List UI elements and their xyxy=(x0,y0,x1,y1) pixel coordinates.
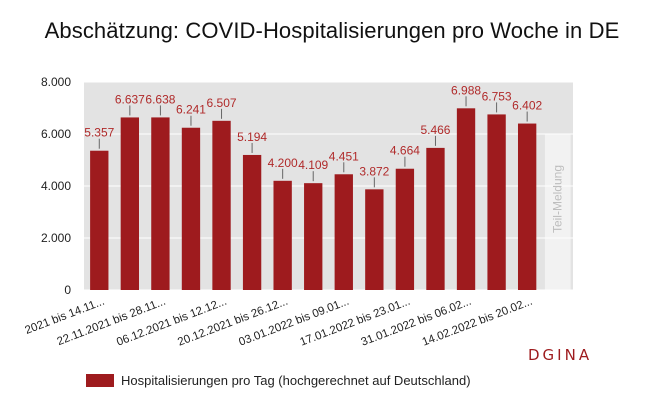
y-tick-label: 0 xyxy=(64,283,71,297)
data-label: 5.194 xyxy=(237,130,267,144)
legend-swatch xyxy=(86,374,114,387)
bar xyxy=(426,147,445,290)
bar xyxy=(120,117,140,290)
chart-title: Abschätzung: COVID-Hospitalisierungen pr… xyxy=(44,18,620,43)
y-tick-label: 2.000 xyxy=(41,231,71,245)
data-label: 6.753 xyxy=(482,89,512,103)
bar xyxy=(181,127,201,290)
data-label: 6.637 xyxy=(115,92,145,106)
bar xyxy=(365,189,384,290)
dgina-logo: DGINA xyxy=(528,346,593,364)
data-label: 4.200 xyxy=(268,156,298,170)
data-label: 6.638 xyxy=(145,92,175,106)
y-tick-label: 8.000 xyxy=(41,75,71,89)
bar xyxy=(90,150,109,290)
data-label: 4.664 xyxy=(390,144,420,158)
bar xyxy=(334,174,353,290)
x-tick-label: 14.02.2022 bis 20.02... xyxy=(421,296,535,349)
bar xyxy=(395,168,415,290)
data-label: 6.988 xyxy=(451,83,481,97)
bar xyxy=(151,117,170,290)
partial-report-label: Teil-Meldung xyxy=(551,165,565,233)
x-tick-label: 20.12.2021 bis 26.12... xyxy=(176,296,290,349)
data-label: 4.109 xyxy=(298,158,328,172)
partial-report-band xyxy=(544,134,571,290)
data-label: 5.466 xyxy=(420,123,450,137)
x-tick-label: 22.11.2021 bis 28.11... xyxy=(56,296,168,349)
data-label: 6.507 xyxy=(207,96,237,110)
bar xyxy=(517,123,537,290)
data-label: 6.241 xyxy=(176,103,206,117)
x-tick-label: 31.01.2022 bis 06.02... xyxy=(360,296,474,349)
x-tick-label: 17.01.2022 bis 23.01... xyxy=(298,296,412,349)
bar xyxy=(242,154,262,290)
x-tick-label: 06.12.2021 bis 12.12... xyxy=(115,296,229,349)
data-label: 4.451 xyxy=(329,149,359,163)
bar xyxy=(304,183,323,290)
data-label: 5.357 xyxy=(84,126,114,140)
legend-label: Hospitalisierungen pro Tag (hochgerechne… xyxy=(121,373,471,388)
bar xyxy=(273,180,292,290)
x-tick-label: 03.01.2022 bis 09.01... xyxy=(237,296,351,349)
y-tick-label: 6.000 xyxy=(41,127,71,141)
bar xyxy=(212,120,231,291)
data-label: 3.872 xyxy=(359,164,389,178)
legend: Hospitalisierungen pro Tag (hochgerechne… xyxy=(86,373,471,388)
bar xyxy=(456,108,476,290)
y-tick-label: 4.000 xyxy=(41,179,71,193)
bar xyxy=(487,114,506,290)
data-label: 6.402 xyxy=(512,99,542,113)
